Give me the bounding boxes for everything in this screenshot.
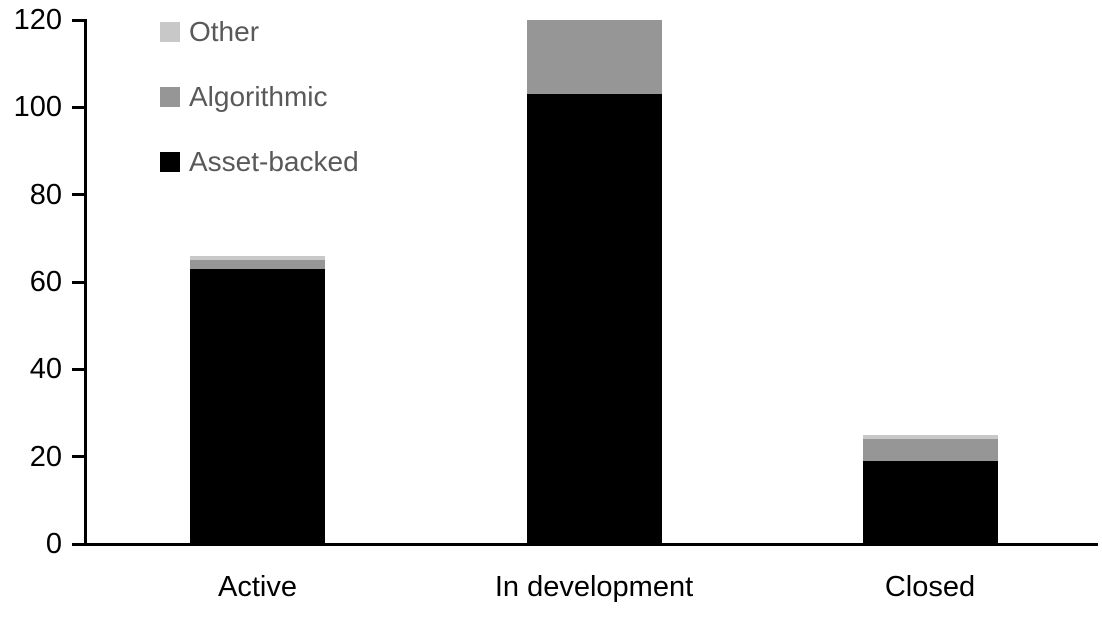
x-axis-category-label-active: Active bbox=[218, 571, 297, 603]
x-axis-category-label-closed: Closed bbox=[884, 571, 976, 603]
y-axis-tick bbox=[72, 105, 87, 109]
y-axis-tick-label: 40 bbox=[29, 353, 62, 386]
y-axis-tick bbox=[72, 367, 87, 371]
y-axis-tick-label: 120 bbox=[13, 4, 62, 36]
legend-swatch-icon bbox=[160, 22, 180, 42]
bar-segment-asset-backed-in-development bbox=[526, 94, 662, 544]
bar-segment-asset-backed-closed bbox=[862, 461, 998, 544]
bar-segment-algorithmic-in-development bbox=[526, 20, 662, 95]
legend-label: Algorithmic bbox=[189, 81, 328, 112]
legend-swatch-icon bbox=[160, 152, 180, 172]
y-axis-tick bbox=[72, 455, 87, 459]
bar-segment-algorithmic-active bbox=[190, 260, 325, 269]
legend-label: Asset-backed bbox=[189, 146, 359, 177]
y-axis-tick bbox=[72, 193, 87, 197]
legend-swatch-icon bbox=[160, 87, 180, 107]
bar-segment-algorithmic-closed bbox=[862, 439, 998, 462]
y-axis-tick bbox=[72, 542, 87, 546]
legend-item-asset-backed: Asset-backed bbox=[160, 148, 359, 176]
y-axis-tick-label: 60 bbox=[29, 266, 62, 298]
legend-label: Other bbox=[189, 16, 260, 47]
bar-segment-asset-backed-active bbox=[190, 268, 325, 544]
x-axis-line bbox=[84, 542, 1098, 546]
bar-segment-other-active bbox=[190, 255, 325, 261]
bar-segment-other-closed bbox=[862, 434, 998, 440]
y-axis-tick-label: 20 bbox=[29, 440, 62, 473]
legend: Other Algorithmic Asset-backed bbox=[160, 18, 359, 213]
legend-item-other: Other bbox=[160, 18, 359, 46]
legend-item-algorithmic: Algorithmic bbox=[160, 83, 359, 111]
y-axis-tick-label: 0 bbox=[45, 528, 62, 560]
y-axis-tick-label: 100 bbox=[13, 91, 62, 124]
y-axis-tick-label: 80 bbox=[29, 178, 62, 211]
y-axis-tick bbox=[72, 280, 87, 284]
x-axis-category-label-in-development: In development bbox=[494, 571, 694, 603]
y-axis-tick bbox=[72, 18, 87, 22]
